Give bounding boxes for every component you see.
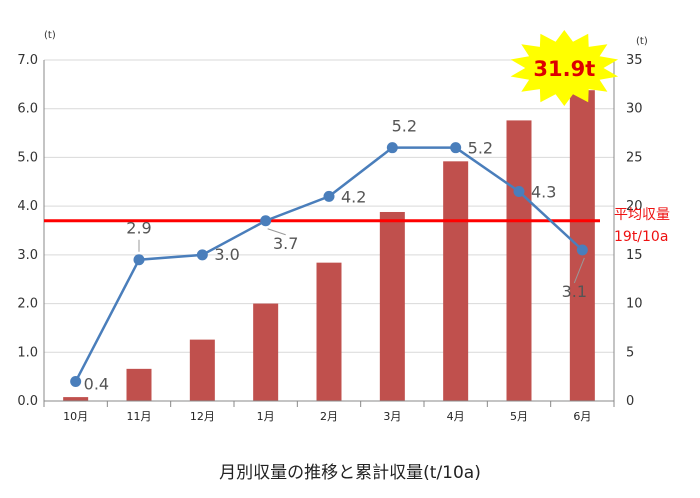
left-tick-label: 5.0 xyxy=(17,150,38,165)
right-tick-label: 20 xyxy=(626,199,643,214)
label-leader xyxy=(267,228,286,236)
cumulative-bar xyxy=(506,120,532,402)
monthly-point xyxy=(70,376,82,388)
left-tick-label: 2.0 xyxy=(17,297,38,312)
average-label-line1: 平均収量 xyxy=(614,207,670,223)
monthly-data-label: 3.0 xyxy=(214,245,239,264)
right-tick-label: 5 xyxy=(626,345,634,360)
monthly-point xyxy=(450,142,462,154)
cumulative-bar xyxy=(379,211,405,401)
monthly-point xyxy=(196,249,208,261)
x-tick-label: 12月 xyxy=(190,410,215,423)
callout-group: 31.9t xyxy=(510,30,619,106)
cumulative-bar xyxy=(126,368,152,401)
cumulative-bar xyxy=(316,262,342,401)
x-tick-label: 1月 xyxy=(257,410,275,423)
monthly-line-group xyxy=(70,142,588,388)
left-tick-label: 1.0 xyxy=(17,345,38,360)
monthly-point xyxy=(576,244,588,256)
monthly-point xyxy=(260,215,272,227)
label-leader xyxy=(573,257,585,284)
monthly-point xyxy=(513,186,525,198)
x-tick-label: 4月 xyxy=(447,410,465,423)
right-tick-label: 25 xyxy=(626,150,643,165)
data-labels: 0.4 2.9 3.0 3.7 4.2 5.2 5.2 4.3 3.1 xyxy=(84,117,587,394)
right-tick-label: 30 xyxy=(626,102,643,117)
left-tick-label: 0.0 xyxy=(17,394,38,409)
monthly-data-label: 0.4 xyxy=(84,375,109,394)
x-tick-label: 11月 xyxy=(127,410,152,423)
monthly-data-label: 4.3 xyxy=(531,183,556,202)
left-tick-label: 7.0 xyxy=(17,53,38,68)
x-tick-label: 10月 xyxy=(63,410,88,423)
average-label-line2: 19t/10a xyxy=(614,229,668,245)
right-tick-label: 15 xyxy=(626,248,643,263)
monthly-data-label: 3.7 xyxy=(273,234,298,253)
right-axis-unit: (t) xyxy=(636,36,648,47)
x-tick-label: 2月 xyxy=(320,410,338,423)
x-tick-label: 3月 xyxy=(383,410,401,423)
x-tick-label: 5月 xyxy=(510,410,528,423)
x-tick-label: 6月 xyxy=(573,410,591,423)
right-tick-label: 35 xyxy=(626,53,643,68)
starburst-shape xyxy=(510,30,619,106)
cumulative-bar xyxy=(189,339,215,401)
right-tick-label: 10 xyxy=(626,297,643,312)
cumulative-bar xyxy=(63,397,89,401)
monthly-point xyxy=(386,142,398,154)
monthly-point xyxy=(323,190,335,202)
cumulative-bar xyxy=(443,161,469,401)
monthly-data-label: 3.1 xyxy=(562,282,587,301)
monthly-data-label: 5.2 xyxy=(392,117,417,136)
monthly-data-label: 4.2 xyxy=(341,187,366,206)
axes: 0.0 1.0 2.0 3.0 4.0 5.0 6.0 7.0 0 5 10 15 20 25 30 35 10… xyxy=(17,53,642,423)
callout-label: 31.9t xyxy=(533,57,595,81)
monthly-point xyxy=(133,254,145,266)
cumulative-bar xyxy=(253,303,279,401)
monthly-data-label: 5.2 xyxy=(468,139,493,158)
right-tick-label: 0 xyxy=(626,394,634,409)
left-axis-unit: (t) xyxy=(44,30,56,41)
cumulative-bars xyxy=(63,90,595,402)
left-tick-label: 6.0 xyxy=(17,102,38,117)
left-tick-label: 4.0 xyxy=(17,199,38,214)
chart-title: 月別収量の推移と累計収量(t/10a) xyxy=(219,463,481,483)
left-tick-label: 3.0 xyxy=(17,248,38,263)
monthly-data-label: 2.9 xyxy=(126,219,151,238)
